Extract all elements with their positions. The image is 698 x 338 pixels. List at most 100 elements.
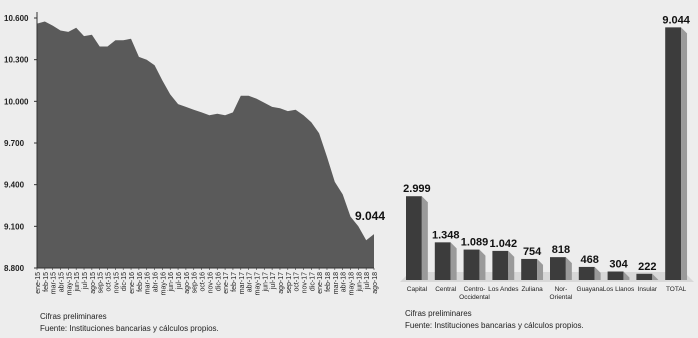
y-tick-label: 10.600	[4, 14, 29, 23]
bar-side	[623, 271, 630, 280]
x-tick-label: feb-15	[43, 272, 50, 292]
x-tick-label: jun-18	[356, 272, 363, 293]
bar-side	[421, 196, 428, 280]
x-tick-label: dic-15	[121, 272, 128, 291]
x-tick-label: dic-16	[215, 272, 222, 291]
bar-side	[594, 266, 601, 280]
x-tick-label: feb-18	[325, 272, 332, 292]
bar-category-label: Nor-Oriental	[550, 286, 573, 301]
bar-value-label: 9.044	[662, 14, 690, 26]
bar-side	[652, 273, 659, 280]
x-tick-label: jul-15	[82, 272, 89, 290]
bar	[492, 250, 509, 280]
x-tick-label: may-18	[348, 272, 355, 295]
x-tick-label: nov-17	[301, 272, 308, 294]
y-tick-label: 9.700	[4, 139, 25, 148]
bar-value-label: 222	[638, 261, 656, 273]
bar-side	[479, 249, 486, 280]
x-tick-label: ene-15	[35, 272, 42, 294]
x-tick-label: dic-17	[309, 272, 316, 291]
y-tick-label: 8.800	[4, 264, 25, 273]
x-tick-label: abr-16	[153, 272, 160, 292]
bar-value-label: 2.999	[403, 183, 431, 195]
bar-category-label: TOTAL	[666, 286, 687, 293]
bar	[607, 271, 624, 280]
area-chart-left: 8.800 9.100 9.400 9.700 10.000 10.300 10.600 en…	[4, 12, 385, 295]
x-tick-label: jun-16	[168, 272, 175, 293]
x-tick-label: oct-15	[106, 272, 113, 292]
x-tick-label: feb-16	[137, 272, 144, 292]
x-tick-label: jul-16	[176, 272, 183, 290]
bar-category-label: Guayana	[577, 286, 604, 293]
x-tick-label: abr-17	[247, 272, 254, 292]
bar	[434, 242, 451, 280]
x-tick-label: mar-16	[145, 272, 152, 294]
x-tick-label: sep-15	[98, 272, 105, 294]
x-tick-label: nov-15	[113, 272, 120, 294]
x-tick-label: ago-18	[372, 272, 379, 294]
left-note-preliminary: Cifras preliminares	[40, 312, 107, 321]
x-tick-label: jul-17	[270, 272, 277, 290]
bar-value-label: 468	[581, 254, 599, 266]
bar-category-label: Los Llanos	[603, 286, 635, 293]
bar-side	[537, 258, 544, 280]
x-tick-label: ene-18	[317, 272, 324, 294]
right-note-source: Fuente: Instituciones bancarias y cálcul…	[405, 321, 584, 330]
x-tick-label: abr-18	[341, 272, 348, 292]
x-tick-label: may-17	[254, 272, 261, 295]
x-tick-label: mar-17	[239, 272, 246, 294]
bar	[578, 266, 595, 280]
bar-value-label: 1.348	[432, 229, 460, 241]
x-tick-label: may-16	[160, 272, 167, 295]
bar	[665, 27, 682, 281]
bar-value-label: 818	[552, 244, 570, 256]
y-tick-label: 9.400	[4, 181, 25, 190]
right-note-preliminary: Cifras preliminares	[405, 309, 472, 318]
x-tick-label: ago-17	[278, 272, 285, 294]
bar-category-label: Insular	[638, 286, 658, 293]
bar-category-label: Capital	[407, 286, 428, 293]
bar-category-label: Zuliana	[521, 286, 543, 293]
area-annotation-label: 9.044	[355, 209, 385, 223]
y-tick-label: 9.100	[4, 222, 25, 231]
x-tick-label: mar-15	[51, 272, 58, 294]
x-tick-label: jun-15	[74, 272, 81, 293]
bar	[636, 273, 653, 280]
bar-side	[681, 27, 688, 281]
bar-side	[508, 250, 515, 280]
y-tick-label: 10.000	[4, 97, 29, 106]
x-tick-label: oct-17	[294, 272, 301, 292]
x-tick-label: oct-16	[200, 272, 207, 292]
x-tick-label: ago-15	[90, 272, 97, 294]
x-tick-label: abr-15	[59, 272, 66, 292]
bar-category-label: Centro-Occidental	[459, 286, 490, 301]
x-tick-label: jun-17	[262, 272, 269, 293]
bar-side	[565, 257, 572, 280]
bar	[521, 258, 538, 280]
bar-value-label: 1.042	[490, 238, 518, 250]
x-tick-label: nov-16	[207, 272, 214, 294]
bar	[463, 249, 480, 280]
y-tick-label: 10.300	[4, 56, 29, 65]
bar-value-label: 1.089	[461, 237, 489, 249]
x-tick-label: may-15	[66, 272, 73, 295]
x-tick-label: mar-18	[333, 272, 340, 294]
x-tick-label: sep-16	[192, 272, 199, 294]
bar-category-label: Los Andes	[488, 286, 519, 293]
bar-side	[450, 242, 457, 280]
x-tick-label: jul-18	[364, 272, 371, 290]
x-tick-label: sep-17	[286, 272, 293, 294]
x-tick-label: ago-16	[184, 272, 191, 294]
x-tick-label: ene-16	[129, 272, 136, 294]
left-note-source: Fuente: Instituciones bancarias y cálcul…	[40, 324, 219, 333]
bar	[550, 257, 566, 280]
bar	[406, 196, 422, 280]
bar-category-label: Central	[435, 286, 457, 293]
area-series	[37, 21, 374, 268]
bar-chart-right: 2.999 Capital 1.348 Central 1.089 Centro-Occi…	[400, 14, 694, 301]
x-tick-label: feb-17	[231, 272, 238, 292]
x-tick-label: ene-17	[223, 272, 230, 294]
bar-value-label: 304	[609, 259, 628, 271]
bar-value-label: 754	[523, 246, 542, 258]
